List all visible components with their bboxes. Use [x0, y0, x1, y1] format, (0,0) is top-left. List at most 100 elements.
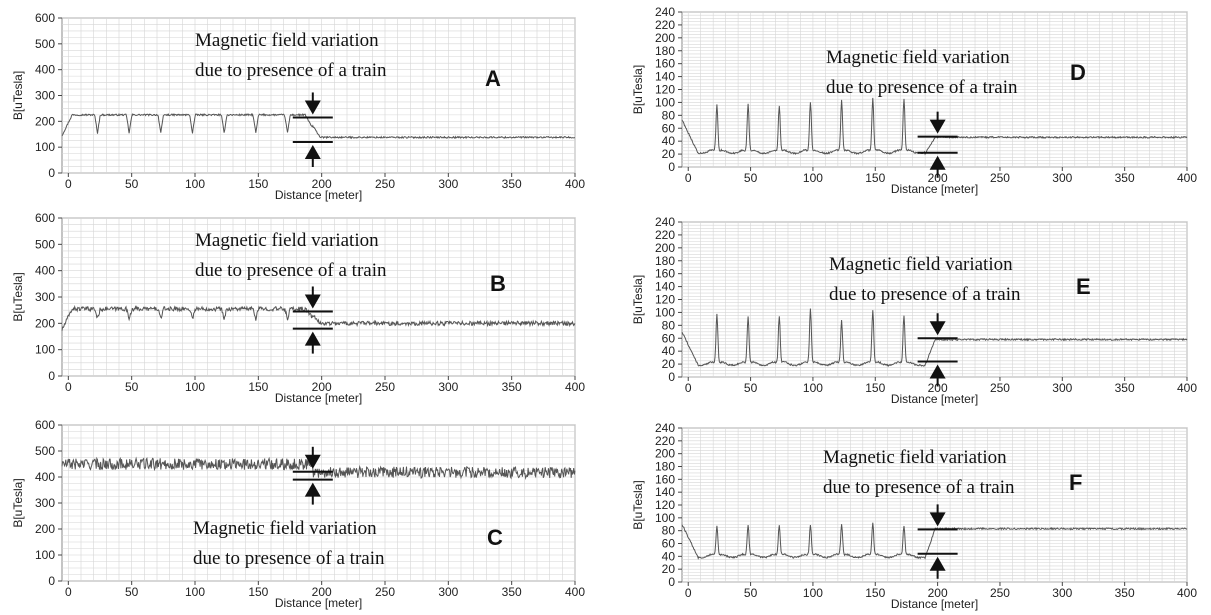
y-tick-label: 200: [35, 316, 55, 330]
y-tick-label: 120: [655, 293, 675, 307]
panel-letter: C: [487, 525, 503, 550]
x-tick-label: 350: [1115, 586, 1135, 600]
y-tick-label: 60: [662, 331, 676, 345]
panel-letter: F: [1069, 470, 1082, 495]
annotation-line-2: due to presence of a train: [195, 260, 387, 281]
x-tick-label: 0: [65, 380, 72, 394]
y-tick-label: 40: [662, 344, 676, 358]
y-tick-label: 0: [48, 574, 55, 588]
y-tick-label: 300: [35, 89, 55, 103]
annotation-line-2: due to presence of a train: [195, 60, 387, 81]
y-tick-label: 100: [35, 548, 55, 562]
y-tick-label: 20: [662, 562, 676, 576]
y-axis-label: B[uTesla]: [11, 71, 25, 120]
annotation-line-2: due to presence of a train: [823, 477, 1015, 498]
x-axis-label: Distance [meter]: [275, 188, 362, 202]
x-tick-label: 200: [312, 177, 332, 191]
arrow-down-icon: [304, 92, 321, 115]
x-tick-label: 50: [744, 171, 758, 185]
chart-panel-b: 0 100 200 300 400 500 600 0 50 100 150 200 250 300 350…: [11, 211, 585, 405]
y-tick-label: 300: [35, 496, 55, 510]
annotation-line-2: due to presence of a train: [826, 77, 1018, 98]
x-tick-label: 250: [375, 585, 395, 599]
panel-letter: E: [1076, 274, 1091, 299]
arrow-down-icon: [929, 313, 946, 336]
arrow-up-icon: [929, 155, 946, 178]
y-tick-label: 120: [655, 498, 675, 512]
annotation-line-2: due to presence of a train: [829, 284, 1021, 305]
x-tick-label: 0: [685, 381, 692, 395]
chart-panel-a: 0 100 200 300 400 500 600 0 50 100 150 200 250 300 350…: [11, 11, 585, 202]
gridlines: [682, 11, 1188, 168]
annotation-line-1: Magnetic field variation: [829, 254, 1013, 275]
y-axis-label: B[uTesla]: [631, 275, 645, 324]
y-axis-label: B[uTesla]: [631, 480, 645, 529]
arrow-up-icon: [304, 331, 321, 354]
x-tick-label: 150: [248, 177, 268, 191]
panel-letter: A: [485, 66, 501, 91]
arrow-up-icon: [929, 556, 946, 579]
x-tick-label: 200: [928, 586, 948, 600]
y-tick-label: 100: [655, 95, 675, 109]
y-tick-label: 80: [662, 524, 676, 538]
y-tick-label: 600: [35, 418, 55, 432]
x-tick-label: 300: [438, 177, 458, 191]
y-axis-label: B[uTesla]: [11, 478, 25, 527]
series-line: [61, 304, 576, 331]
annotation-line-1: Magnetic field variation: [826, 47, 1010, 68]
x-tick-label: 250: [990, 171, 1010, 185]
y-tick-label: 160: [655, 57, 675, 71]
annotation-line-1: Magnetic field variation: [823, 447, 1007, 468]
annotation-line-2: due to presence of a train: [193, 548, 385, 569]
x-tick-label: 150: [248, 380, 268, 394]
x-tick-label: 400: [1177, 381, 1197, 395]
gridlines: [62, 17, 576, 174]
y-tick-label: 0: [48, 369, 55, 383]
y-tick-label: 100: [655, 305, 675, 319]
y-tick-label: 200: [655, 31, 675, 45]
y-tick-label: 240: [655, 215, 675, 229]
panel-letter: B: [490, 271, 506, 296]
x-tick-label: 350: [502, 177, 522, 191]
x-tick-label: 200: [928, 381, 948, 395]
y-tick-label: 200: [655, 241, 675, 255]
x-tick-label: 300: [438, 585, 458, 599]
y-tick-label: 220: [655, 434, 675, 448]
x-tick-label: 50: [744, 381, 758, 395]
y-tick-label: 60: [662, 121, 676, 135]
arrow-down-icon: [929, 111, 946, 134]
x-tick-label: 150: [248, 585, 268, 599]
y-tick-label: 40: [662, 549, 676, 563]
y-tick-label: 120: [655, 83, 675, 97]
y-tick-label: 500: [35, 37, 55, 51]
gridlines: [62, 217, 576, 377]
y-tick-label: 600: [35, 11, 55, 25]
y-tick-label: 200: [35, 522, 55, 536]
x-axis-label: Distance [meter]: [275, 391, 362, 405]
annotation-line-1: Magnetic field variation: [195, 30, 379, 51]
series-line: [681, 522, 1188, 560]
y-tick-label: 400: [35, 470, 55, 484]
x-tick-label: 200: [928, 171, 948, 185]
x-tick-label: 0: [685, 586, 692, 600]
x-tick-label: 200: [312, 585, 332, 599]
series-line: [61, 112, 576, 140]
y-tick-label: 500: [35, 237, 55, 251]
y-axis-label: B[uTesla]: [11, 272, 25, 321]
y-tick-label: 0: [668, 370, 675, 384]
x-axis-label: Distance [meter]: [275, 596, 362, 610]
x-tick-label: 400: [565, 177, 585, 191]
y-tick-label: 200: [655, 447, 675, 461]
x-tick-label: 350: [1115, 171, 1135, 185]
x-tick-label: 100: [803, 586, 823, 600]
panel-letter: D: [1070, 60, 1086, 85]
x-tick-label: 50: [125, 177, 139, 191]
x-tick-label: 350: [1115, 381, 1135, 395]
x-tick-label: 350: [502, 585, 522, 599]
x-tick-label: 100: [803, 381, 823, 395]
y-tick-label: 140: [655, 280, 675, 294]
y-tick-label: 160: [655, 472, 675, 486]
